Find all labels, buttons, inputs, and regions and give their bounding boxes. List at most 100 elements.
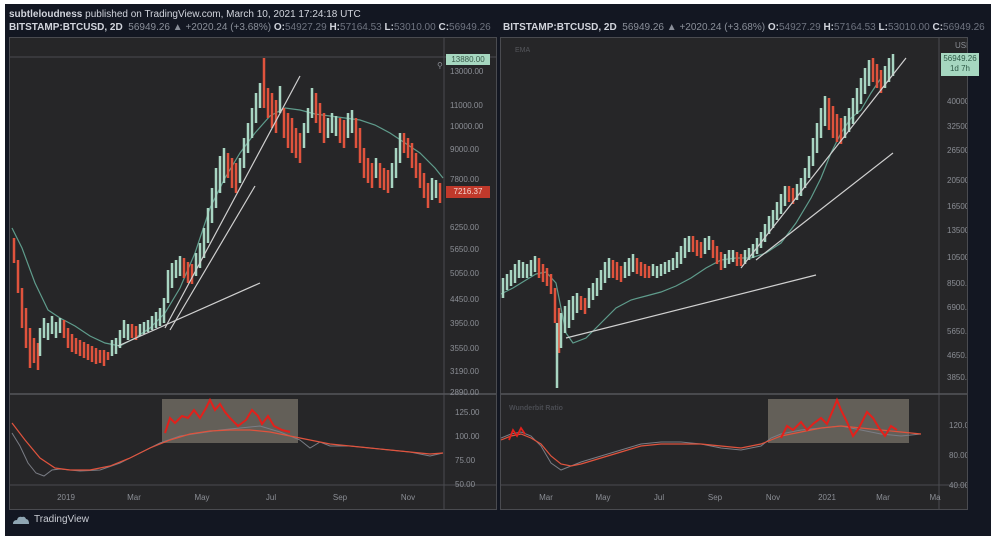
left-price: 56949.26 [128,22,170,33]
left-ma-line [11,107,444,347]
svg-text:32500.00: 32500.00 [947,122,967,131]
left-last-price-tag: 7216.37 [446,186,490,198]
svg-text:Ma: Ma [929,493,941,502]
svg-text:13500.00: 13500.00 [947,226,967,235]
left-top-price-tag: 13880.00 [446,54,490,65]
svg-text:3850.00: 3850.00 [947,373,967,382]
right-symbol[interactable]: BITSTAMP:BTCUSD, 2D [503,22,617,33]
svg-text:2021: 2021 [818,493,836,502]
left-osc-red [11,422,444,471]
svg-text:75.00: 75.00 [455,456,476,465]
svg-text:5650.00: 5650.00 [450,245,479,254]
svg-text:8500.00: 8500.00 [947,279,967,288]
svg-text:3950.00: 3950.00 [450,319,479,328]
right-candles [501,54,895,388]
left-candles [12,58,442,370]
svg-text:9000.00: 9000.00 [450,145,479,154]
right-last-price: 56949.26 [943,54,977,63]
right-l-label: L: [878,22,888,33]
right-c-label: C: [932,22,944,33]
tradingview-cloud-icon [13,516,29,524]
left-high: 57164.53 [340,22,382,33]
svg-text:13000.00: 13000.00 [450,67,484,76]
publisher-line: subtleloudness published on TradingView.… [9,9,361,20]
right-osc-spikes-early [508,426,526,441]
right-trendlines [565,57,907,339]
svg-text:Sep: Sep [333,493,348,502]
right-h-label: H: [823,22,835,33]
right-close: 56949.26 [943,22,985,33]
right-price-axis: 40000.00 32500.00 26500.00 20500.00 1650… [947,97,967,382]
magnifier-icon: ⚲ [437,61,443,70]
right-price: 56949.26 [622,22,664,33]
svg-text:6250.00: 6250.00 [450,223,479,232]
svg-text:Sep: Sep [708,493,723,502]
svg-text:20500.00: 20500.00 [947,176,967,185]
left-price-axis: 13000.00 11000.00 10000.00 9000.00 7800.… [450,67,484,397]
svg-text:10000.00: 10000.00 [450,122,484,131]
left-osc-spikes [164,397,291,434]
left-indicator-axis: 125.00 100.00 75.00 50.00 [455,408,480,489]
right-open: 54927.29 [778,22,821,33]
currency-label: USD [955,41,967,50]
svg-text:Jul: Jul [266,493,276,502]
left-symbol-header: BITSTAMP:BTCUSD, 2D 56949.26 ▲ +2020.24 … [9,22,491,33]
right-o-label: O: [767,22,779,33]
svg-text:Nov: Nov [766,493,780,502]
left-time-axis: 2019 Mar May Jul Sep Nov [57,493,415,502]
svg-text:Nov: Nov [401,493,415,502]
tradingview-brand[interactable]: TradingView [12,514,89,525]
author-name[interactable]: subtleloudness [9,9,83,20]
svg-text:40000.00: 40000.00 [947,97,967,106]
svg-text:120.00: 120.00 [949,421,967,430]
svg-text:11000.00: 11000.00 [450,101,483,110]
right-indicator-axis: 120.00 80.00 40.00 [949,421,967,490]
svg-text:Mar: Mar [876,493,890,502]
left-c-label: C: [438,22,450,33]
svg-text:26500.00: 26500.00 [947,146,967,155]
left-change: ▲ +2020.24 (+3.68%) [172,22,272,33]
right-high: 57164.53 [834,22,876,33]
svg-text:3190.00: 3190.00 [450,367,479,376]
svg-text:6900.00: 6900.00 [947,303,967,312]
svg-text:100.00: 100.00 [455,432,480,441]
svg-text:5650.00: 5650.00 [947,327,967,336]
right-chart-panel[interactable]: EMA Wunderbit Ratio 40000.00 32500.00 26… [500,37,979,510]
left-l-label: L: [384,22,394,33]
left-low: 53010.00 [393,22,436,33]
publish-info: published on TradingView.com, March 10, … [82,9,361,20]
left-o-label: O: [273,22,285,33]
svg-text:16500.00: 16500.00 [947,202,967,211]
right-osc-red [501,425,922,467]
left-trendlines [117,75,301,347]
right-time-axis: Mar May Jul Sep Nov 2021 Mar Ma [539,493,941,502]
svg-text:May: May [595,493,610,502]
right-last-price-tag: 56949.26 1d 7h [941,53,979,76]
right-ma-line [501,77,882,344]
left-chart-panel[interactable]: 13000.00 11000.00 10000.00 9000.00 7800.… [9,37,497,510]
right-symbol-header: BITSTAMP:BTCUSD, 2D 56949.26 ▲ +2020.24 … [503,22,985,33]
right-change: ▲ +2020.24 (+3.68%) [666,22,766,33]
svg-text:125.00: 125.00 [455,408,480,417]
svg-text:2890.00: 2890.00 [450,388,479,397]
svg-text:Mar: Mar [127,493,141,502]
tradingview-label: TradingView [34,514,90,525]
svg-text:7800.00: 7800.00 [450,175,479,184]
svg-text:Jul: Jul [654,493,664,502]
right-countdown: 1d 7h [949,64,971,73]
svg-text:May: May [194,493,209,502]
svg-text:50.00: 50.00 [455,480,476,489]
right-chart-svg: EMA Wunderbit Ratio 40000.00 32500.00 26… [501,38,967,509]
svg-text:80.00: 80.00 [949,451,967,460]
svg-text:3550.00: 3550.00 [450,344,479,353]
left-close: 56949.26 [449,22,491,33]
svg-text:5050.00: 5050.00 [450,269,479,278]
left-chart-svg: 13000.00 11000.00 10000.00 9000.00 7800.… [10,38,496,509]
left-symbol[interactable]: BITSTAMP:BTCUSD, 2D [9,22,123,33]
svg-text:40.00: 40.00 [949,481,967,490]
right-osc-spikes [780,397,898,439]
svg-text:4650.00: 4650.00 [947,351,967,360]
svg-text:4450.00: 4450.00 [450,295,479,304]
left-h-label: H: [329,22,341,33]
svg-text:2019: 2019 [57,493,75,502]
